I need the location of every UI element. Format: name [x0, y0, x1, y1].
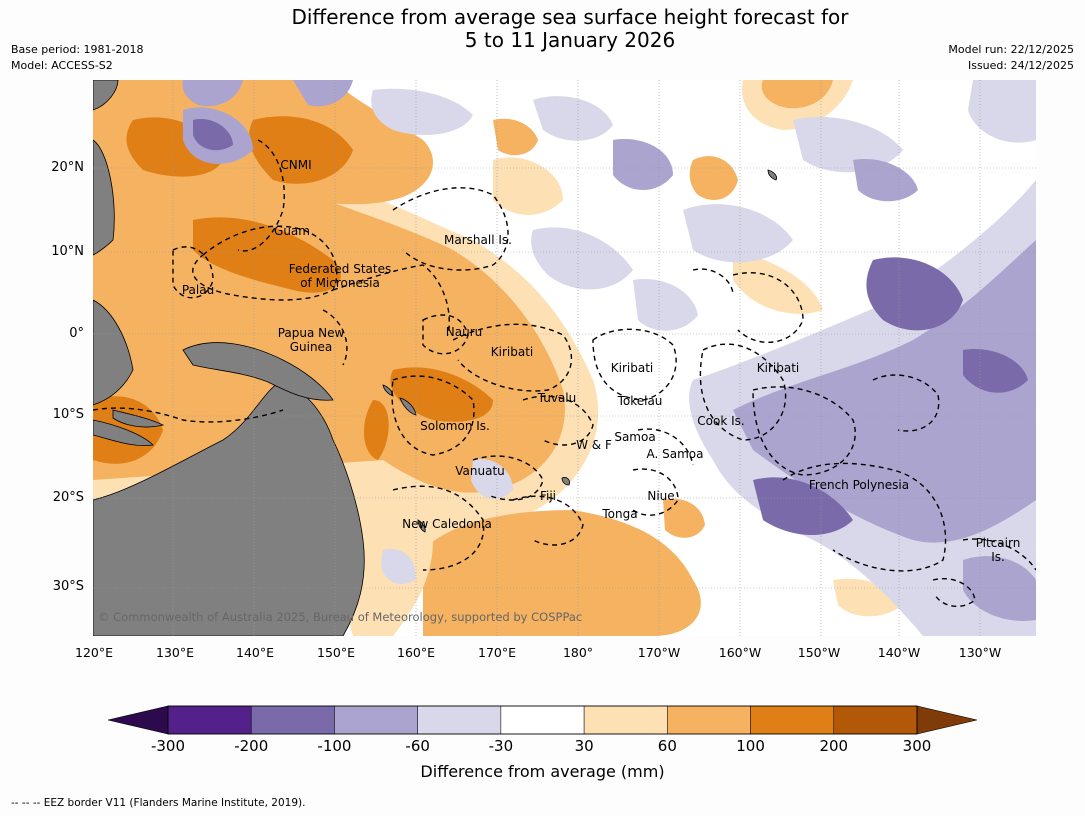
map-canvas	[93, 80, 1036, 636]
region-label-fsm-line1: Federated States	[288, 262, 392, 276]
colorbar-cell	[583, 705, 668, 735]
colorbar-tick-label: -30	[488, 737, 514, 755]
meta-left: Base period: 1981-2018 Model: ACCESS-S2	[11, 42, 143, 74]
colorbar-cell	[167, 705, 252, 735]
colorbar-cell	[417, 705, 502, 735]
eez-footnote: -- -- -- EEZ border V11 (Flanders Marine…	[11, 797, 306, 809]
region-label-png: Papua New Guinea	[278, 326, 345, 354]
base-period: Base period: 1981-2018	[11, 43, 144, 56]
lon-label: 140°W	[877, 645, 921, 660]
philippines	[93, 139, 115, 256]
model-run: Model run: 22/12/2025	[948, 43, 1074, 56]
lat-label: 10°N	[51, 244, 84, 259]
region-label-wallis-futuna: W & F	[576, 438, 612, 452]
issued-date: Issued: 24/12/2025	[967, 59, 1074, 72]
region-label-tuvalu: Tuvalu	[537, 391, 577, 405]
colorbar-cell	[833, 705, 918, 735]
region-label-fsm-line2: of Micronesia	[300, 276, 380, 290]
lon-label: 150°E	[316, 645, 356, 660]
colorbar-cell	[750, 705, 835, 735]
colorbar-cell	[250, 705, 335, 735]
region-label-png-line2: Guinea	[289, 340, 333, 354]
lon-label: 170°E	[477, 645, 517, 660]
region-label-nauru: Nauru	[445, 325, 483, 339]
colorbar-extend-low	[107, 705, 169, 735]
colorbar-tick-label: -200	[234, 737, 269, 755]
region-label-cook: Cook Is.	[697, 414, 745, 428]
region-label-new-caledonia: New Caledonia	[402, 517, 492, 531]
copyright-notice: © Commonwealth of Australia 2025, Bureau…	[98, 610, 583, 624]
region-label-marshall: Marshall Is.	[444, 233, 512, 247]
region-label-cnmi: CNMI	[280, 158, 312, 172]
colorbar-tick-label: -300	[150, 737, 186, 755]
timor	[93, 419, 154, 447]
region-label-palau: Palau	[181, 283, 215, 297]
colorbar-tick-label: 60	[657, 737, 677, 755]
lon-label: 140°E	[235, 645, 275, 660]
region-label-pitcairn: Pitcairn Is.	[976, 536, 1021, 564]
colorbar-frame	[167, 705, 918, 735]
model-name: Model: ACCESS-S2	[11, 59, 113, 72]
region-label-guam: Guam	[274, 224, 310, 238]
region-label-pitcairn-line2: Is.	[991, 550, 1005, 564]
region-label-png-line1: Papua New	[277, 326, 345, 340]
lon-label: 120°E	[74, 645, 114, 660]
map-panel	[93, 80, 1036, 636]
colorbar-cell	[500, 705, 585, 735]
colorbar-tick-label: 30	[574, 737, 594, 755]
title-line-1: Difference from average sea surface heig…	[291, 5, 849, 29]
region-label-fiji: Fiji	[539, 489, 557, 503]
lon-label: 180°	[562, 645, 594, 660]
colorbar-tick-label: 200	[819, 737, 849, 755]
colorbar-tick-label: 300	[902, 737, 932, 755]
region-label-kiribati-west: Kiribati	[490, 345, 534, 359]
region-label-fsm: Federated States of Micronesia	[289, 262, 391, 290]
region-label-kiribati-east: Kiribati	[756, 361, 800, 375]
graticule	[93, 80, 1036, 636]
sulawesi	[93, 299, 134, 406]
meta-right: Model run: 22/12/2025 Issued: 24/12/2025	[948, 42, 1074, 74]
taiwan	[93, 80, 119, 111]
lon-label: 170°W	[637, 645, 681, 660]
region-label-solomon: Solomon Is.	[420, 419, 490, 433]
colorbar-tick-label: 100	[736, 737, 765, 755]
eez-borders	[93, 139, 1036, 607]
australia	[93, 379, 365, 636]
title-line-2: 5 to 11 January 2026	[464, 28, 676, 52]
lon-label: 160°W	[718, 645, 762, 660]
region-label-kiribati-central: Kiribati	[610, 361, 654, 375]
lat-label: 10°S	[52, 407, 84, 422]
colorbar	[107, 705, 978, 735]
lat-label: 30°S	[52, 579, 84, 594]
colorbar-tick-label: -100	[317, 737, 352, 755]
colorbar-label: Difference from average (mm)	[420, 762, 665, 781]
region-label-american-samoa: A. Samoa	[646, 447, 704, 461]
negative-anomaly-fields	[182, 80, 1036, 636]
lat-label: 0°	[69, 326, 84, 341]
region-label-tonga: Tonga	[602, 507, 638, 521]
region-label-tokelau: Tokelau	[617, 394, 663, 408]
colorbar-cell	[334, 705, 418, 735]
region-label-samoa: Samoa	[614, 430, 656, 444]
new-guinea	[182, 342, 334, 401]
colorbar-cell	[667, 705, 751, 735]
lat-label: 20°S	[52, 490, 84, 505]
lon-label: 160°E	[396, 645, 436, 660]
colorbar-cells	[167, 705, 918, 735]
region-label-pitcairn-line1: Pitcairn	[975, 536, 1021, 550]
region-label-french-polynesia: French Polynesia	[808, 478, 910, 492]
lat-label: 20°N	[51, 160, 84, 175]
lon-label: 130°W	[958, 645, 1002, 660]
colorbar-extend-high	[916, 705, 978, 735]
region-label-vanuatu: Vanuatu	[455, 464, 505, 478]
map-title: Difference from average sea surface heig…	[0, 6, 1085, 52]
lon-label: 150°W	[797, 645, 841, 660]
colorbar-tick-label: -60	[405, 737, 430, 755]
land	[93, 80, 777, 636]
region-label-niue: Niue	[647, 489, 675, 503]
lon-label: 130°E	[155, 645, 195, 660]
